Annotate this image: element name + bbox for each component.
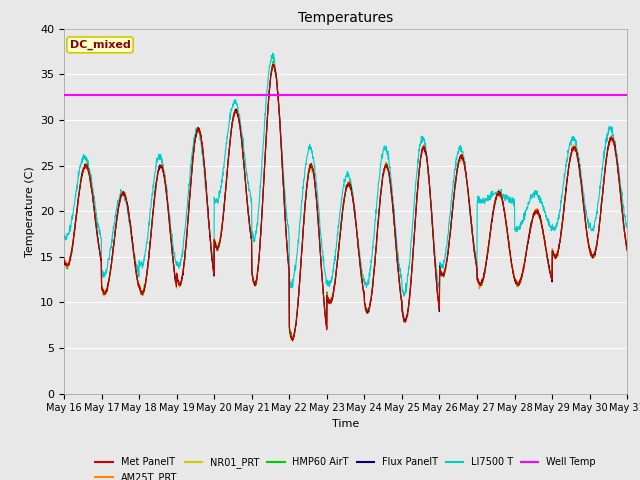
NR01_PRT	[60, 256, 68, 262]
Met PanelT	[217, 232, 225, 238]
Well Temp	[98, 93, 106, 98]
NR01_PRT	[269, 60, 276, 66]
AM25T_PRT	[362, 307, 370, 313]
HMP60 AirT	[510, 273, 518, 278]
Flux PanelT	[623, 247, 631, 252]
Legend: Met PanelT, AM25T_PRT, NR01_PRT, HMP60 AirT, Flux PanelT, LI7500 T, Well Temp: Met PanelT, AM25T_PRT, NR01_PRT, HMP60 A…	[92, 453, 600, 480]
AM25T_PRT	[271, 62, 278, 68]
HMP60 AirT	[289, 338, 296, 344]
LI7500 T	[269, 50, 276, 56]
Flux PanelT	[362, 307, 370, 312]
NR01_PRT	[510, 270, 518, 276]
HMP60 AirT	[217, 232, 225, 238]
Met PanelT	[60, 255, 68, 261]
Flux PanelT	[269, 61, 276, 67]
LI7500 T	[589, 228, 597, 234]
Y-axis label: Temperature (C): Temperature (C)	[24, 166, 35, 257]
LI7500 T	[510, 203, 518, 209]
LI7500 T	[217, 184, 225, 190]
AM25T_PRT	[574, 156, 582, 162]
LI7500 T	[400, 293, 408, 299]
NR01_PRT	[574, 153, 582, 159]
LI7500 T	[574, 152, 582, 158]
LI7500 T	[60, 237, 68, 242]
X-axis label: Time: Time	[332, 419, 359, 429]
AM25T_PRT	[375, 216, 383, 222]
HMP60 AirT	[362, 307, 370, 313]
NR01_PRT	[623, 245, 631, 251]
NR01_PRT	[217, 231, 225, 237]
HMP60 AirT	[269, 58, 277, 64]
HMP60 AirT	[60, 257, 68, 263]
Line: HMP60 AirT: HMP60 AirT	[64, 61, 627, 341]
AM25T_PRT	[589, 255, 597, 261]
LI7500 T	[374, 180, 382, 186]
Flux PanelT	[60, 258, 68, 264]
NR01_PRT	[287, 337, 295, 343]
Met PanelT	[623, 248, 631, 254]
HMP60 AirT	[574, 156, 582, 161]
AM25T_PRT	[60, 258, 68, 264]
Line: LI7500 T: LI7500 T	[64, 53, 627, 296]
Text: DC_mixed: DC_mixed	[70, 40, 131, 50]
Met PanelT	[362, 309, 370, 314]
Met PanelT	[589, 253, 597, 259]
Flux PanelT	[217, 232, 225, 238]
Met PanelT	[270, 61, 278, 67]
Met PanelT	[510, 273, 518, 279]
Line: Flux PanelT: Flux PanelT	[64, 64, 627, 340]
HMP60 AirT	[623, 246, 631, 252]
Title: Temperatures: Temperatures	[298, 11, 393, 25]
AM25T_PRT	[217, 232, 225, 238]
AM25T_PRT	[510, 275, 518, 280]
Flux PanelT	[510, 272, 518, 277]
Flux PanelT	[289, 337, 296, 343]
Met PanelT	[574, 155, 582, 161]
Flux PanelT	[574, 155, 582, 161]
Flux PanelT	[589, 254, 597, 260]
Met PanelT	[289, 337, 296, 343]
Met PanelT	[375, 214, 383, 219]
LI7500 T	[623, 224, 631, 230]
Line: NR01_PRT: NR01_PRT	[64, 63, 627, 340]
Well Temp	[60, 93, 68, 98]
LI7500 T	[362, 281, 370, 287]
Flux PanelT	[375, 216, 383, 221]
Line: AM25T_PRT: AM25T_PRT	[64, 65, 627, 340]
HMP60 AirT	[589, 254, 597, 260]
HMP60 AirT	[375, 213, 383, 218]
AM25T_PRT	[289, 337, 296, 343]
NR01_PRT	[362, 308, 370, 314]
Line: Met PanelT: Met PanelT	[64, 64, 627, 340]
NR01_PRT	[375, 214, 383, 220]
AM25T_PRT	[623, 247, 631, 252]
NR01_PRT	[589, 255, 597, 261]
